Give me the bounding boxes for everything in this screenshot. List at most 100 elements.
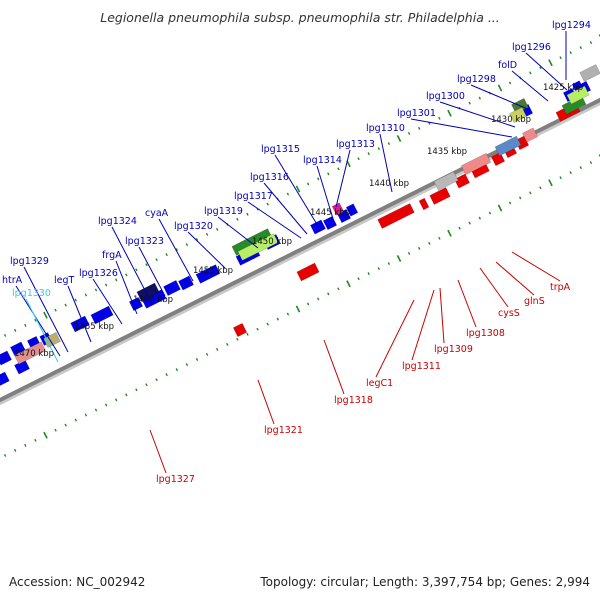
gene-box[interactable] — [418, 197, 430, 211]
gene-label-lpg1301[interactable]: lpg1301 — [397, 108, 436, 119]
gene-label-lpg1311[interactable]: lpg1311 — [402, 361, 441, 372]
gene-box[interactable] — [14, 341, 46, 365]
gene-label-lpg1327[interactable]: lpg1327 — [156, 474, 195, 485]
inner-tick — [357, 277, 360, 281]
gene-box[interactable] — [377, 203, 415, 229]
leader-line — [263, 182, 308, 235]
gene-box[interactable] — [331, 202, 345, 216]
gene-label-lpg1330[interactable]: lpg1330 — [12, 288, 51, 299]
gene-label-lpg1317[interactable]: lpg1317 — [234, 191, 273, 202]
gene-label-lpg1319[interactable]: lpg1319 — [204, 206, 243, 217]
outer-tick — [125, 273, 128, 277]
gene-box[interactable] — [454, 173, 470, 189]
gene-label-frga[interactable]: frgA — [102, 250, 122, 261]
kbp-label: 1445 kbp — [310, 208, 350, 218]
gene-label-glns[interactable]: glnS — [524, 296, 545, 307]
gene-label-lpg1324[interactable]: lpg1324 — [98, 216, 137, 227]
inner-tick — [64, 423, 67, 427]
gene-box[interactable] — [136, 282, 160, 302]
leader-line — [257, 379, 275, 425]
gene-box[interactable] — [522, 127, 538, 143]
gene-box[interactable] — [345, 203, 359, 217]
leader-line — [525, 52, 568, 91]
gene-box[interactable] — [429, 187, 451, 205]
gene-label-fold[interactable]: folD — [498, 60, 517, 71]
gene-label-lpg1320[interactable]: lpg1320 — [174, 221, 213, 232]
gene-box[interactable] — [460, 152, 492, 176]
outer-tick — [337, 167, 340, 171]
outer-tick — [155, 258, 158, 262]
leader-line — [470, 84, 531, 111]
gene-label-lpg1323[interactable]: lpg1323 — [125, 236, 164, 247]
leader-line — [457, 279, 477, 328]
gene-label-lpg1310[interactable]: lpg1310 — [366, 123, 405, 134]
outer-tick — [468, 101, 471, 105]
gene-box[interactable] — [70, 315, 90, 333]
gene-box[interactable] — [566, 85, 590, 105]
gene-label-lpg1308[interactable]: lpg1308 — [466, 328, 505, 339]
gene-label-lpg1314[interactable]: lpg1314 — [303, 155, 342, 166]
gene-label-lpg1296[interactable]: lpg1296 — [512, 42, 551, 53]
gene-box[interactable] — [178, 275, 194, 291]
leader-line — [511, 70, 549, 102]
gene-label-lpg1321[interactable]: lpg1321 — [264, 425, 303, 436]
inner-tick — [155, 378, 158, 382]
accession-text: Accession: NC_002942 — [9, 575, 146, 589]
inner-tick — [195, 358, 199, 361]
gene-label-cyss[interactable]: cysS — [498, 308, 520, 319]
outer-tick — [135, 268, 138, 272]
inner-tick — [529, 191, 532, 195]
outer-tick — [579, 46, 583, 50]
gene-box[interactable] — [310, 219, 326, 235]
gene-label-legt[interactable]: legT — [54, 275, 75, 286]
gene-label-lpg1315[interactable]: lpg1315 — [261, 144, 300, 155]
gene-box[interactable] — [43, 332, 61, 348]
gene-box[interactable] — [90, 305, 114, 325]
gene-box[interactable] — [195, 264, 221, 284]
gene-box[interactable] — [579, 64, 600, 82]
gene-box[interactable] — [128, 296, 144, 312]
gene-box[interactable] — [163, 280, 181, 296]
inner-tick — [54, 428, 57, 432]
gene-label-lpg1294[interactable]: lpg1294 — [552, 20, 591, 31]
gene-label-lpg1329[interactable]: lpg1329 — [10, 256, 49, 267]
gene-label-htra[interactable]: htrA — [2, 275, 23, 286]
gene-label-lpg1309[interactable]: lpg1309 — [434, 344, 473, 355]
gene-box[interactable] — [490, 151, 506, 167]
outer-tick — [165, 253, 168, 257]
outer-tick — [559, 56, 562, 60]
gene-label-lpg1316[interactable]: lpg1316 — [250, 172, 289, 183]
inner-tick — [367, 272, 370, 276]
gene-label-lpg1318[interactable]: lpg1318 — [334, 395, 373, 406]
inner-tick — [295, 305, 301, 313]
kbp-label: 1455 kbp — [193, 266, 233, 276]
map-title: Legionella pneumophila subsp. pneumophil… — [100, 10, 500, 25]
gene-box[interactable] — [0, 371, 10, 389]
gene-label-lpg1298[interactable]: lpg1298 — [457, 74, 496, 85]
leader-line — [217, 216, 259, 249]
inner-tick — [579, 166, 583, 170]
kbp-label: 1435 kbp — [427, 147, 467, 157]
gene-box[interactable] — [237, 233, 279, 261]
gene-box[interactable] — [509, 107, 527, 123]
gene-label-trpa[interactable]: trpA — [550, 282, 571, 293]
gene-box[interactable] — [0, 350, 12, 366]
leader-line-layer — [15, 31, 568, 474]
gene-label-lpg1313[interactable]: lpg1313 — [336, 139, 375, 150]
gene-label-lpg1300[interactable]: lpg1300 — [426, 91, 465, 102]
kbp-label: 1450 kbp — [252, 237, 292, 247]
gene-box[interactable] — [494, 135, 522, 157]
gene-label-legc1[interactable]: legC1 — [366, 378, 393, 389]
gene-box[interactable] — [296, 262, 320, 282]
outer-tick — [387, 142, 391, 146]
outer-tick — [396, 135, 402, 142]
inner-tick — [205, 352, 209, 356]
inner-tick — [327, 292, 330, 296]
gene-box[interactable] — [232, 322, 248, 338]
inner-tick — [246, 332, 249, 336]
outer-tick — [497, 84, 503, 92]
gene-label-lpg1326[interactable]: lpg1326 — [79, 268, 118, 279]
gene-label-cyaa[interactable]: cyaA — [145, 208, 169, 219]
gene-box[interactable] — [433, 171, 459, 191]
